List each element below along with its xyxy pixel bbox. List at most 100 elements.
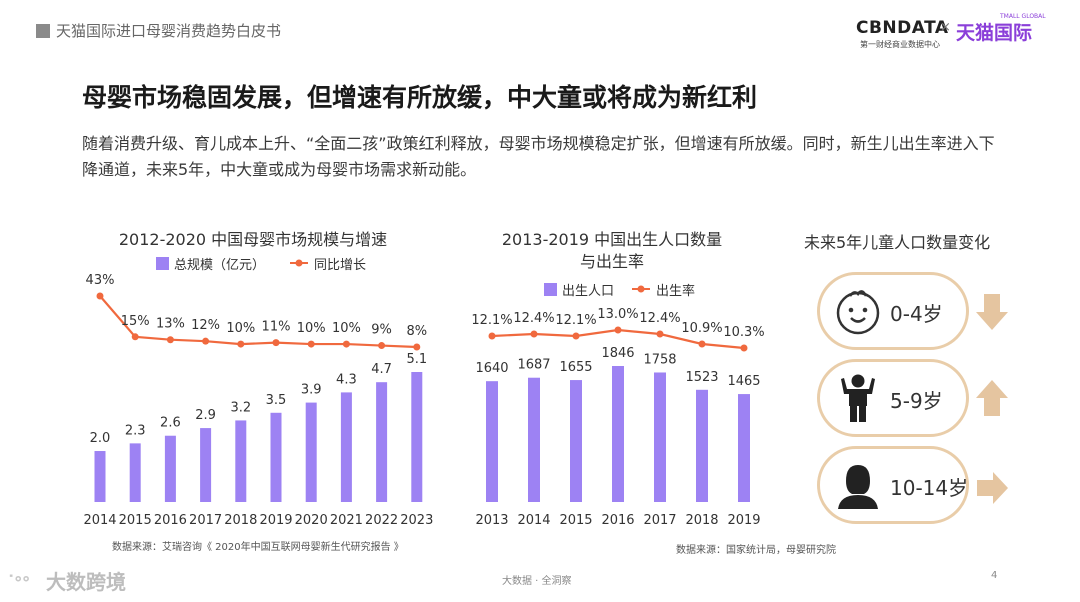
legend-bar-swatch <box>544 283 557 296</box>
bar-2016 <box>612 366 624 502</box>
bar-2019 <box>270 412 282 502</box>
page-number: 4 <box>991 570 998 581</box>
chart2-source: 数据来源：国家统计局，母婴研究院 <box>676 545 836 556</box>
bar-2018 <box>235 420 247 502</box>
x-tick-label: 2021 <box>330 513 363 528</box>
line-point <box>307 340 315 348</box>
line-point <box>488 332 496 340</box>
line-point <box>131 333 139 341</box>
line-value-label: 10% <box>226 321 255 336</box>
tmall-global-logo: 天猫国际 <box>956 22 1033 44</box>
x-tick-label: 2017 <box>643 513 676 528</box>
bar-2023 <box>411 372 423 502</box>
line-point <box>342 340 350 348</box>
line-value-label: 15% <box>121 314 150 329</box>
bar-value-label: 1523 <box>685 370 718 385</box>
line-point <box>413 343 421 351</box>
legend-line-label: 同比增长 <box>314 258 366 273</box>
x-tick-label: 2019 <box>259 513 292 528</box>
x-tick-label: 2015 <box>559 513 592 528</box>
chart-subtitle: 与出生率 <box>580 252 644 271</box>
legend-bar-swatch <box>156 257 169 270</box>
line-value-label: 13.0% <box>597 307 638 322</box>
bar-value-label: 2.6 <box>160 416 181 431</box>
trend-right-icon <box>977 472 1008 504</box>
line-value-label: 12.1% <box>555 313 596 328</box>
bar-2017 <box>200 428 212 502</box>
legend-line-label: 出生率 <box>656 283 695 299</box>
bar-value-label: 4.7 <box>371 362 392 377</box>
chart-title: 2013-2019 中国出生人口数量 <box>502 230 722 249</box>
bar-2014 <box>94 451 106 502</box>
x-tick-label: 2017 <box>189 513 222 528</box>
line-value-label: 10% <box>332 321 361 336</box>
line-point <box>530 330 538 338</box>
chart1-source: 数据来源：艾瑞咨询《 2020年中国互联网母婴新生代研究报告 》 <box>112 542 404 553</box>
line-value-label: 12.1% <box>471 313 512 328</box>
line-point <box>656 330 664 338</box>
bar-value-label: 1758 <box>643 352 676 367</box>
slide-title: 母婴市场稳固发展，但增速有所放缓，中大童或将成为新红利 <box>82 83 758 112</box>
watermark-mark-icon: ᐝᐤᐤ <box>8 570 30 594</box>
child-figure-icon <box>841 374 875 422</box>
bar-2020 <box>305 402 317 502</box>
line-value-label: 8% <box>406 324 427 339</box>
legend-bar-label: 总规模（亿元） <box>174 258 265 273</box>
x-tick-label: 2015 <box>119 513 152 528</box>
bar-value-label: 1655 <box>559 360 592 375</box>
intro-paragraph: 随着消费升级、育儿成本上升、“全面二孩”政策红利释放，母婴市场规模稳定扩张，但增… <box>82 134 995 179</box>
x-tick-label: 2023 <box>400 513 433 528</box>
bar-value-label: 1465 <box>727 374 760 389</box>
line-point <box>740 344 748 352</box>
line-point <box>166 336 174 344</box>
x-tick-label: 2014 <box>83 513 116 528</box>
x-tick-label: 2022 <box>365 513 398 528</box>
x-tick-label: 2016 <box>154 513 187 528</box>
bar-value-label: 3.9 <box>301 383 322 398</box>
line-point <box>572 332 580 340</box>
bar-value-label: 3.5 <box>266 393 287 408</box>
bar-value-label: 4.3 <box>336 372 357 387</box>
line-value-label: 12.4% <box>513 311 554 326</box>
baby-face-icon <box>836 290 880 335</box>
legend-bar-label: 出生人口 <box>562 284 614 299</box>
x-tick-label: 2020 <box>295 513 328 528</box>
bar-2017 <box>654 372 666 502</box>
x-tick-label: 2016 <box>601 513 634 528</box>
line-point <box>202 337 210 345</box>
line-value-label: 11% <box>262 320 291 335</box>
age-group-label: 0-4岁 <box>890 302 943 326</box>
x-tick-label: 2013 <box>475 513 508 528</box>
line-point <box>378 342 386 350</box>
bar-value-label: 2.3 <box>125 423 146 438</box>
bar-2019 <box>738 394 750 502</box>
trend-up-icon <box>976 380 1008 416</box>
line-value-label: 10.9% <box>681 321 722 336</box>
bar-value-label: 5.1 <box>406 352 427 367</box>
market-size-chart: 2012-2020 中国母婴市场规模与增速 总规模（亿元） 同比增长 2.0 20… <box>83 230 433 528</box>
bar-value-label: 1687 <box>517 358 550 373</box>
bar-2016 <box>164 435 176 502</box>
x-tick-label: 2018 <box>224 513 257 528</box>
line-value-label: 10.3% <box>723 325 764 340</box>
bar-value-label: 1846 <box>601 346 634 361</box>
line-value-label: 12% <box>191 318 220 333</box>
header-marker <box>36 24 50 38</box>
watermark-text: 大数跨境 <box>46 570 126 594</box>
bar-value-label: 2.9 <box>195 408 216 423</box>
report-title: 天猫国际进口母婴消费趋势白皮书 <box>56 22 282 40</box>
age-group-label: 5-9岁 <box>890 389 943 413</box>
line-value-label: 9% <box>371 323 392 338</box>
bar-2018 <box>696 389 708 502</box>
bar-2022 <box>376 382 388 502</box>
line-value-label: 13% <box>156 317 185 332</box>
trend-down-icon <box>976 294 1008 330</box>
teen-head-icon <box>838 465 878 509</box>
line-point <box>237 340 245 348</box>
line-value-label: 12.4% <box>639 311 680 326</box>
age-group-label: 10-14岁 <box>890 476 969 500</box>
x-tick-label: 2019 <box>727 513 760 528</box>
growth-line <box>99 295 417 349</box>
cbndata-logo-subtitle: 第一财经商业数据中心 <box>860 40 940 49</box>
line-point <box>96 292 104 300</box>
